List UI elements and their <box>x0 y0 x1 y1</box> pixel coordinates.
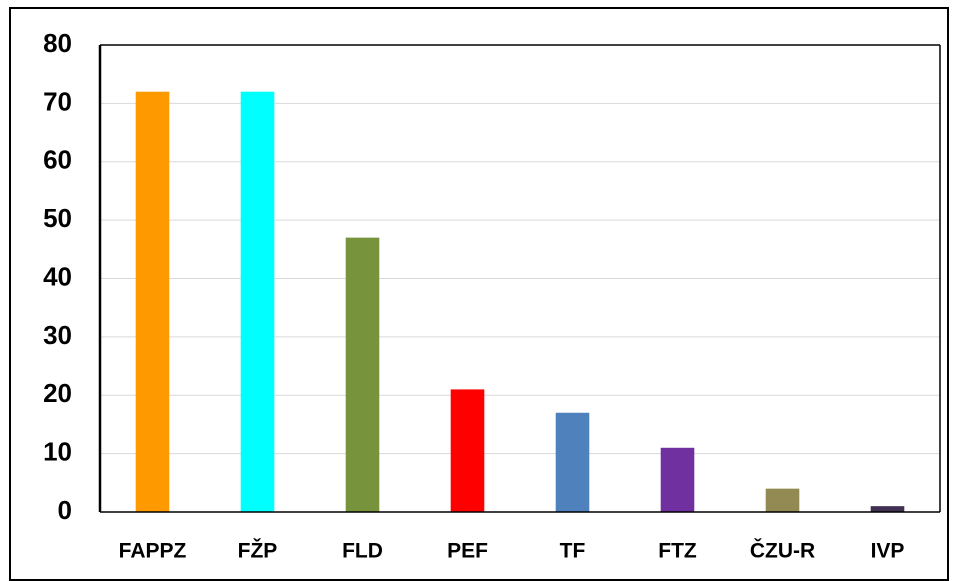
x-tick-label: FŽP <box>238 539 278 563</box>
x-tick-label: FAPPZ <box>119 540 187 563</box>
x-tick-label: ČZU-R <box>750 539 815 563</box>
bar <box>660 447 695 512</box>
y-tick-label: 80 <box>43 28 72 58</box>
x-tick-label: FTZ <box>658 540 697 563</box>
y-tick-label: 50 <box>43 203 72 233</box>
bar <box>240 91 275 512</box>
x-tick-label: TF <box>560 540 586 563</box>
bar <box>765 488 800 512</box>
x-tick-label: IVP <box>871 540 905 563</box>
y-tick-label: 60 <box>43 145 72 175</box>
y-tick-label: 10 <box>43 437 72 467</box>
bar <box>555 412 590 512</box>
x-tick-label: FLD <box>342 540 383 563</box>
y-tick-label: 0 <box>58 495 72 525</box>
bar <box>870 506 905 512</box>
y-tick-label: 40 <box>43 261 72 291</box>
y-tick-label: 20 <box>43 378 72 408</box>
y-tick-label: 30 <box>43 320 72 350</box>
bar <box>345 237 380 512</box>
y-tick-label: 70 <box>43 86 72 116</box>
bar <box>450 389 485 512</box>
x-tick-label: PEF <box>447 540 488 563</box>
chart-border <box>9 7 949 581</box>
bar <box>135 91 170 512</box>
